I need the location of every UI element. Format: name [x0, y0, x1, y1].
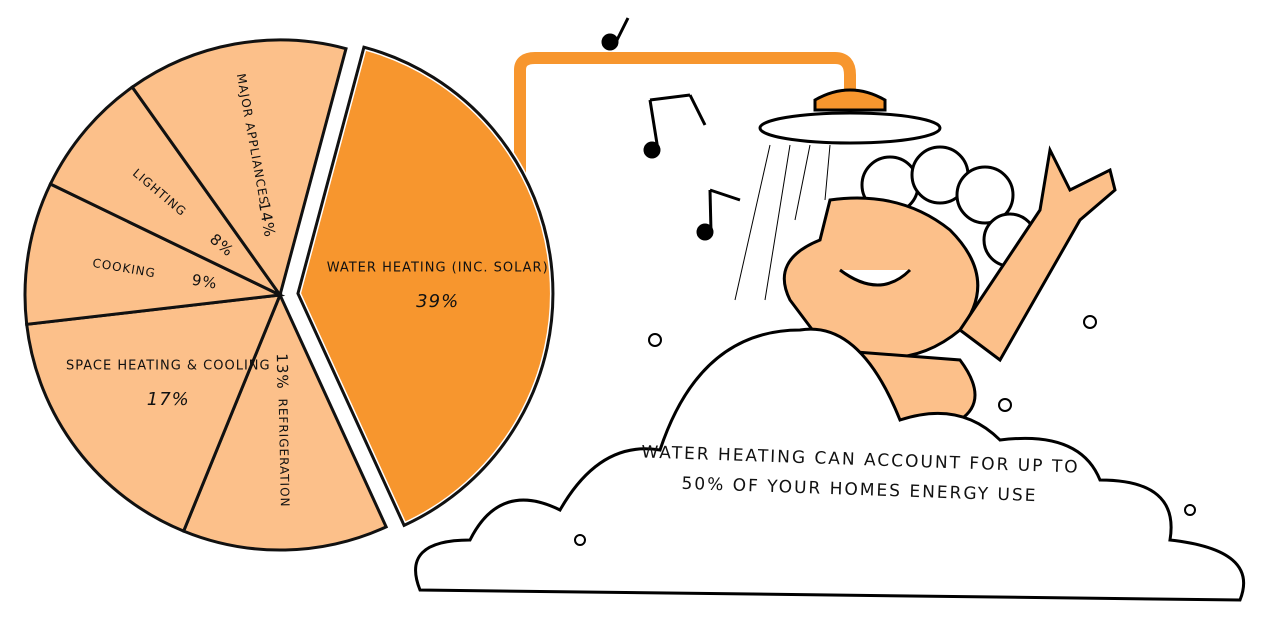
- value-label: 39%: [416, 291, 459, 312]
- value-label: 17%: [147, 389, 190, 410]
- shower-neck: [815, 90, 885, 110]
- chart: WATER HEATING (INC. SOLAR) 39% REFRIGERATI…: [0, 0, 1271, 623]
- slice-label: REFRIGERATION: [276, 398, 292, 507]
- shower-head: [760, 113, 940, 143]
- page: WATER HEATING (INC. SOLAR) 39% REFRIGERATI…: [0, 0, 1271, 623]
- slice-label: SPACE HEATING & COOLING: [66, 358, 271, 373]
- value-label: 13%: [273, 353, 292, 390]
- slice-label: WATER HEATING (INC. SOLAR): [327, 260, 549, 275]
- music-notes: [603, 18, 740, 239]
- pie: WATER HEATING (INC. SOLAR) 39% REFRIGERATI…: [25, 40, 553, 550]
